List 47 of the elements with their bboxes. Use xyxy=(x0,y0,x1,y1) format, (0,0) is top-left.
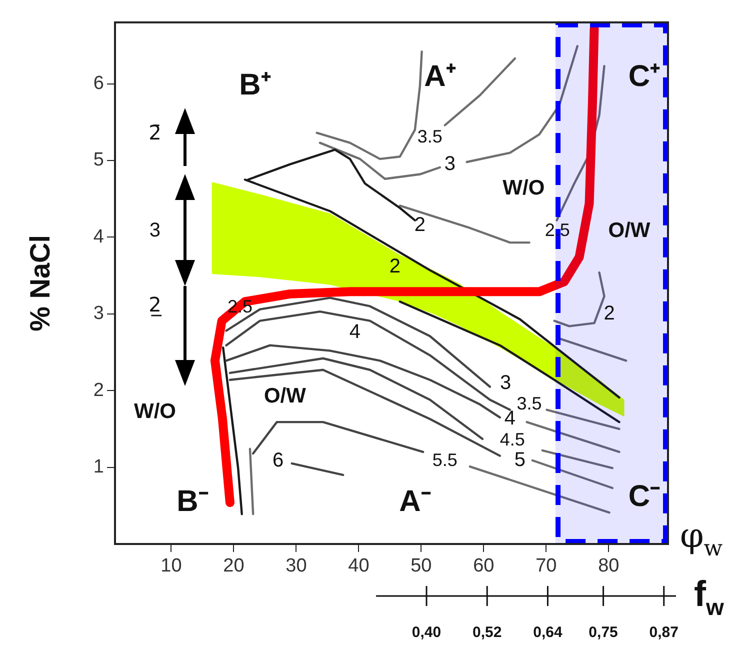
annotation: 3.5 xyxy=(417,126,442,146)
annotation: W/O xyxy=(134,400,176,423)
x2-tick-label: 0,87 xyxy=(649,624,678,642)
annotation: W/O xyxy=(502,176,545,200)
annotation: 6 xyxy=(272,450,284,472)
y-tick-label: 6 xyxy=(93,73,104,94)
annotation: A⁻ xyxy=(399,484,431,518)
annotation: 5 xyxy=(514,448,526,471)
annotation: 4 xyxy=(349,320,361,343)
annotation: C⁺ xyxy=(628,60,660,93)
annotation: 3 xyxy=(500,372,512,394)
x-tick-label: 50 xyxy=(410,556,432,577)
y-tick-label: 4 xyxy=(93,226,104,248)
annotation: 2 xyxy=(389,256,400,278)
annotation: 3.5 xyxy=(516,393,542,414)
x-tick-label: 70 xyxy=(536,556,557,577)
annotation: 4.5 xyxy=(500,429,525,450)
x-tick-label: 20 xyxy=(223,556,244,577)
x-tick-label: 60 xyxy=(473,556,494,577)
annotation: O/W xyxy=(608,218,650,242)
x-tick-label: 80 xyxy=(598,556,620,577)
x2-tick-label: 0,64 xyxy=(533,624,563,642)
x-tick-label: 10 xyxy=(160,556,182,577)
annotation: 4 xyxy=(504,407,516,430)
x2-tick-label: 0,75 xyxy=(588,624,618,642)
annotation: A⁺ xyxy=(424,60,456,93)
annotation: 3 xyxy=(444,152,456,175)
y-tick-label: 3 xyxy=(93,303,104,324)
annotation: O/W xyxy=(264,384,306,408)
annotation: 2 xyxy=(414,214,426,236)
annotation: B⁻ xyxy=(176,484,208,518)
annotation: B⁺ xyxy=(239,68,271,102)
y-tick-label: 1 xyxy=(93,456,104,478)
y-axis-title: % NaCl xyxy=(24,234,56,332)
x-tick-label: 30 xyxy=(286,556,307,577)
annotation: 2.5 xyxy=(544,220,570,240)
annotation: 3 xyxy=(149,220,161,242)
annotation: 5.5 xyxy=(432,450,458,470)
x-tick-label: 40 xyxy=(348,556,370,577)
y-tick-label: 5 xyxy=(93,150,104,171)
x2-tick-label: 0,40 xyxy=(412,624,442,642)
y-tick-label: 2 xyxy=(93,380,104,401)
annotation: 2̲ xyxy=(148,292,162,316)
annotation: 2̄ xyxy=(148,120,162,145)
annotation: 2 xyxy=(604,302,615,324)
annotation: C⁻ xyxy=(628,480,660,514)
x2-tick-label: 0,52 xyxy=(472,624,502,642)
